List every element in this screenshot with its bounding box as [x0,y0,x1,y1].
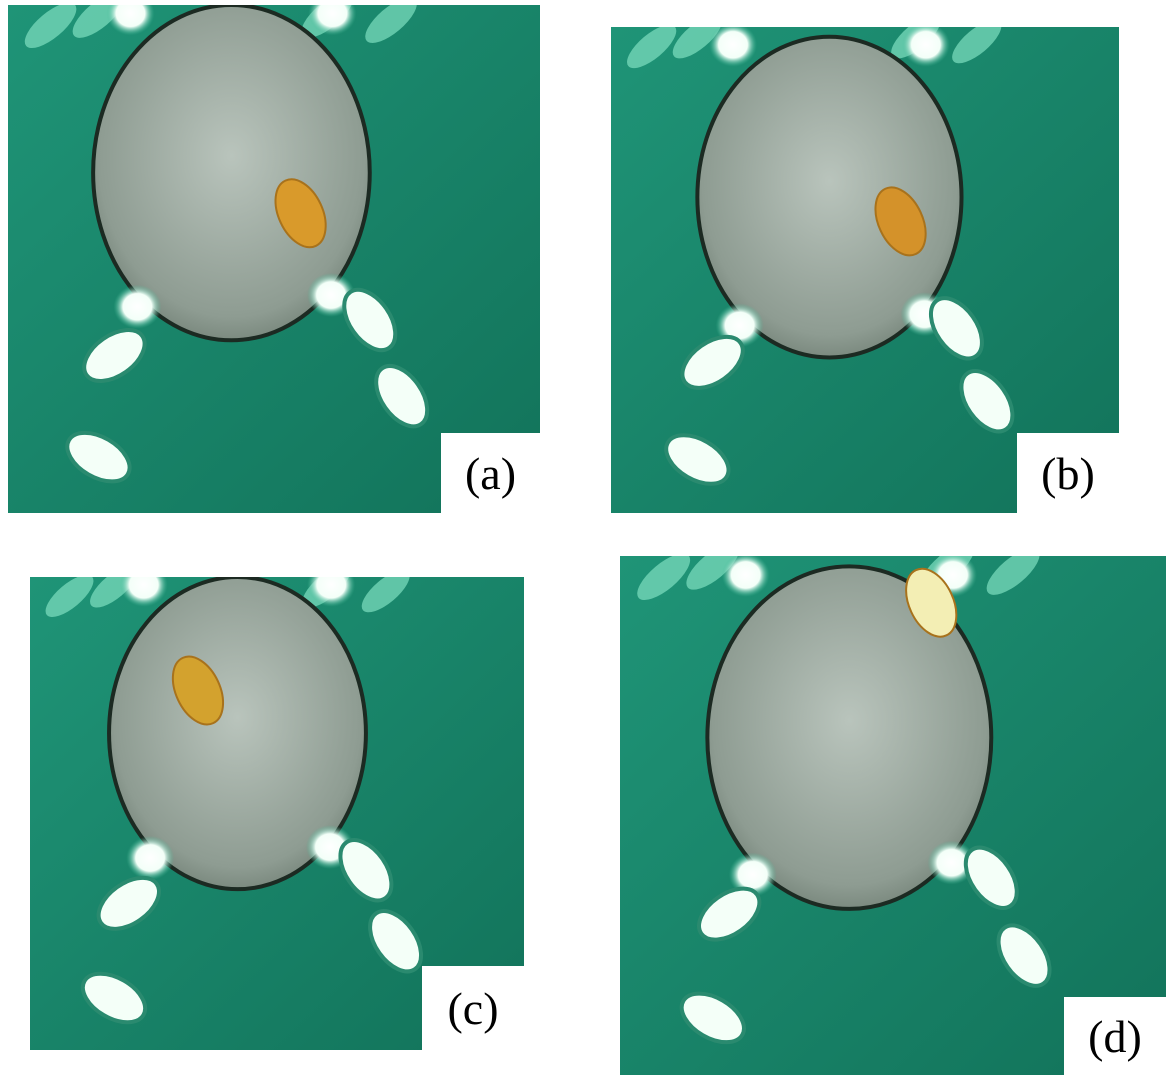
glare [722,553,770,597]
panel-label: (c) [447,983,498,1034]
glare [709,23,757,67]
photo-panel: (a) [8,0,540,513]
glare [120,563,168,607]
photo-panel: (b) [611,8,1119,513]
panel-label: (d) [1088,1011,1142,1062]
glare [902,23,950,67]
glare [113,285,161,329]
panel-label: (b) [1041,448,1095,499]
glare [126,836,174,880]
glare [307,563,355,607]
photo [620,535,1166,1075]
figure: (a) (b) (c) (d) [0,0,1171,1078]
photo-panel: (d) [620,535,1166,1075]
panel-label: (a) [465,448,516,499]
photo-panel: (c) [30,558,524,1050]
